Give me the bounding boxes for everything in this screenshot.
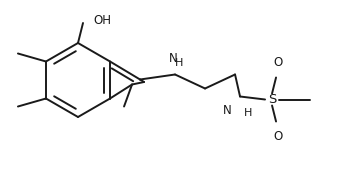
Text: N: N — [169, 52, 177, 64]
Text: OH: OH — [93, 13, 111, 27]
Text: O: O — [273, 130, 283, 142]
Text: H: H — [244, 109, 252, 118]
Text: O: O — [273, 56, 283, 70]
Text: N: N — [223, 104, 232, 118]
Text: H: H — [175, 59, 183, 68]
Text: S: S — [268, 93, 276, 106]
